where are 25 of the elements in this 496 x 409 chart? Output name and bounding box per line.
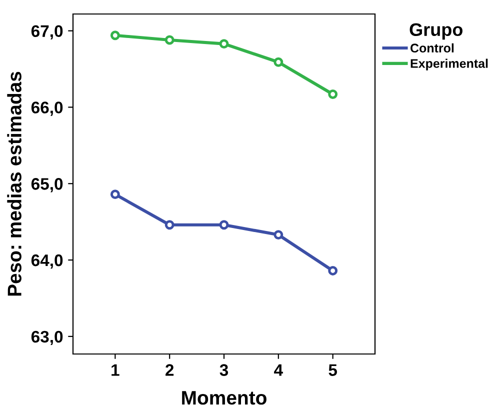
point	[328, 90, 338, 99]
point	[328, 266, 338, 276]
point	[164, 220, 174, 230]
y-tick-label: 67,0	[31, 25, 63, 40]
y-tick-label: 63,0	[31, 330, 63, 346]
y-tick-label: 65,0	[31, 178, 63, 192]
y-axis-title: Peso: medias estimadas	[7, 72, 22, 296]
point	[110, 190, 120, 200]
y-tick-label: 64,0	[31, 254, 63, 269]
point	[110, 30, 120, 40]
x-tick-label: 1	[112, 364, 120, 376]
x-tick-label: 5	[328, 364, 337, 376]
point	[274, 230, 284, 240]
point	[219, 220, 229, 230]
point	[274, 57, 284, 67]
x-tick-label: 3	[220, 364, 228, 376]
y-tick-label: 66,0	[31, 102, 63, 116]
x-tick-label: 4	[274, 364, 283, 376]
legend-title: Grupo	[410, 23, 462, 40]
x-tick-label: 2	[166, 364, 174, 376]
point	[219, 39, 229, 49]
point	[164, 35, 174, 45]
legend-label: Experimental	[410, 58, 488, 70]
x-axis-title: Momento	[182, 391, 266, 405]
legend-label: Control	[410, 43, 454, 53]
